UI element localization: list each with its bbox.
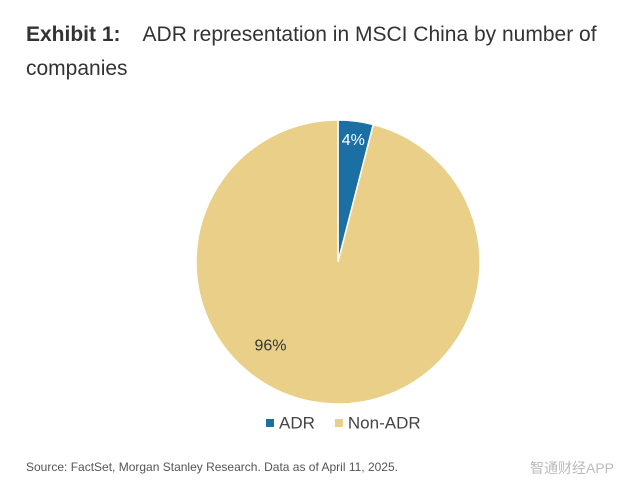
title-block: Exhibit 1: ADR representation in MSCI Chi… xyxy=(26,18,616,86)
data-label: 4% xyxy=(342,132,365,149)
watermark: 智通财经APP xyxy=(529,460,614,476)
data-label: 96% xyxy=(254,337,286,354)
source-note: Source: FactSet, Morgan Stanley Research… xyxy=(26,460,398,474)
pie-slice xyxy=(195,119,481,405)
legend-label: Non-ADR xyxy=(348,413,421,432)
legend-label: ADR xyxy=(279,413,315,432)
legend-marker xyxy=(266,419,274,427)
legend-marker xyxy=(334,419,343,427)
chart-title: ADR representation in MSCI China by numb… xyxy=(26,23,597,80)
exhibit-label: Exhibit 1: xyxy=(26,23,121,46)
